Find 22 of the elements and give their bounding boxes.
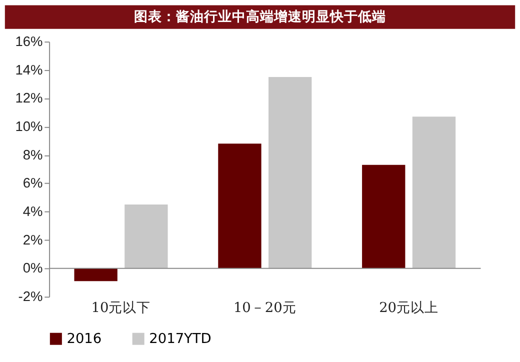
y-tick-label: 16%: [15, 34, 43, 49]
y-tick-label: -2%: [18, 289, 43, 304]
y-tick-label: 2%: [22, 232, 43, 248]
legend-label: 2016: [66, 330, 102, 347]
x-tick-label: 10－20元: [233, 300, 296, 316]
bar: [74, 268, 118, 282]
bar: [124, 204, 168, 268]
x-tick-label: 20元以上: [379, 300, 439, 316]
y-tick-label: 12%: [15, 90, 43, 106]
bar: [362, 164, 406, 268]
y-tick-label: 8%: [22, 147, 43, 162]
bar: [218, 144, 262, 268]
y-tick-label: 0%: [22, 260, 43, 276]
legend-label: 2017YTD: [149, 330, 212, 347]
y-tick-label: 10%: [15, 119, 43, 134]
y-tick-label: 14%: [15, 62, 43, 78]
x-tick-label: 10元以下: [91, 300, 151, 316]
y-tick-label: 4%: [22, 204, 43, 220]
bar: [268, 77, 312, 268]
chart-title: 图表：酱油行业中高端增速明显快于低端: [134, 8, 386, 25]
bar: [412, 116, 456, 268]
y-tick-label: 6%: [22, 176, 43, 191]
